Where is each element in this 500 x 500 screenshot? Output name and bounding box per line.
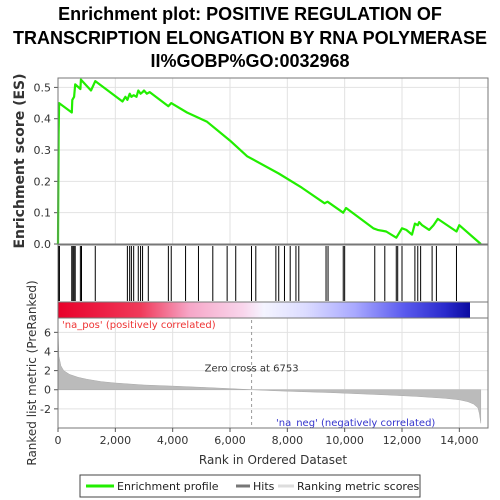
negative-correlation-label: 'na_neg' (negatively correlated) (276, 418, 435, 429)
metric-ytick-label: 6 (44, 326, 51, 339)
es-ytick-label: 0.5 (34, 81, 52, 94)
correlation-color-band (58, 302, 470, 318)
es-plot-area (58, 78, 488, 244)
metric-ylabel: Ranked list metric (PreRanked) (25, 280, 39, 465)
es-ytick-label: 0.3 (34, 144, 52, 157)
chart-title-line-3: II%GOBP%GO:0032968 (150, 51, 350, 71)
es-ytick-label: 0.1 (34, 207, 52, 220)
chart-title-line-1: Enrichment plot: POSITIVE REGULATION OF (58, 4, 442, 24)
enrichment-score-panel: 0.0 0.1 0.2 0.3 0.4 0.5 Enrichment score (ES) (12, 73, 489, 251)
hits-plot-area (57, 244, 489, 303)
es-ytick-label: 0.4 (34, 113, 52, 126)
metric-plot-area (58, 318, 488, 428)
metric-xtick-label: 12,000 (383, 434, 422, 447)
es-plot-frame (57, 77, 489, 245)
positive-correlation-label: 'na_pos' (positively correlated) (62, 320, 216, 331)
metric-xtick-label: 8,000 (272, 434, 304, 447)
metric-xtick-label: 0 (55, 434, 62, 447)
metric-ytick-label: 0 (44, 384, 51, 397)
metric-xlabel: Rank in Ordered Dataset (199, 453, 347, 467)
metric-xtick-label: 2,000 (100, 434, 132, 447)
metric-plot-frame (57, 317, 489, 429)
ranked-metric-panel: -2 0 2 4 6 Zero cross at 6753 'na_pos' (positi… (25, 280, 489, 467)
metric-ytick-label: -2 (40, 403, 51, 416)
legend-hits-label: Hits (253, 480, 275, 493)
legend: Enrichment profile Hits Ranking metric sco… (79, 474, 421, 498)
es-series-line (56, 78, 482, 245)
metric-xtick-label: 6,000 (214, 434, 246, 447)
hits-panel (57, 244, 489, 319)
es-ytick-label: 0.2 (34, 175, 52, 188)
legend-enrichment-label: Enrichment profile (117, 480, 219, 493)
metric-xtick-label: 14,000 (440, 434, 479, 447)
metric-ytick-label: 2 (44, 365, 51, 378)
metric-xtick-label: 4,000 (157, 434, 189, 447)
metric-area (57, 327, 482, 424)
legend-metric-label: Ranking metric scores (297, 480, 419, 493)
metric-ytick-label: 4 (44, 345, 51, 358)
es-ytick-label: 0.0 (34, 238, 52, 251)
es-ylabel: Enrichment score (ES) (12, 73, 28, 248)
metric-xtick-label: 10,000 (325, 434, 364, 447)
zero-cross-label: Zero cross at 6753 (205, 364, 299, 375)
chart-title-line-2: TRANSCRIPTION ELONGATION BY RNA POLYMERA… (12, 28, 488, 48)
